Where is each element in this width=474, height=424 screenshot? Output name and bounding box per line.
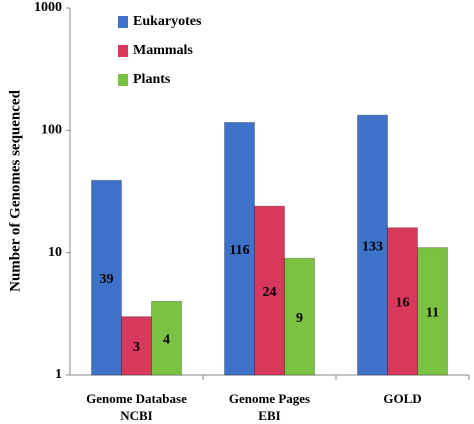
data-label: 133 [362, 239, 383, 254]
data-label: 11 [426, 306, 439, 321]
x-tick-label: Genome Pages EBI [229, 391, 310, 423]
x-tick-label: Genome Database NCBI [86, 391, 187, 423]
data-label: 16 [396, 296, 410, 311]
bar [91, 179, 122, 376]
data-label: 4 [163, 332, 170, 347]
data-label: 39 [100, 272, 114, 287]
y-axis-label: Number of Genomes sequenced [7, 89, 23, 291]
legend-swatch [118, 74, 128, 86]
bar [224, 121, 255, 376]
y-tick-label: 1 [55, 367, 62, 382]
bar [151, 300, 182, 376]
legend-label: Eukaryotes [133, 14, 202, 29]
legend-label: Plants [133, 72, 171, 87]
legend-label: Mammals [133, 43, 193, 58]
y-tick-label: 100 [41, 123, 62, 138]
bar [121, 316, 152, 376]
data-label: 9 [296, 311, 303, 326]
y-tick-label: 1000 [34, 0, 62, 15]
bar [357, 114, 388, 376]
bar [254, 205, 285, 376]
bar [387, 227, 418, 376]
bar [417, 247, 448, 376]
y-tick-label: 10 [48, 245, 62, 260]
legend-swatch [118, 45, 128, 57]
data-label: 24 [263, 285, 277, 300]
data-label: 116 [229, 243, 249, 258]
x-tick-label: GOLD [383, 391, 421, 406]
legend-swatch [118, 16, 128, 28]
bar [284, 257, 315, 376]
data-label: 3 [133, 340, 140, 355]
